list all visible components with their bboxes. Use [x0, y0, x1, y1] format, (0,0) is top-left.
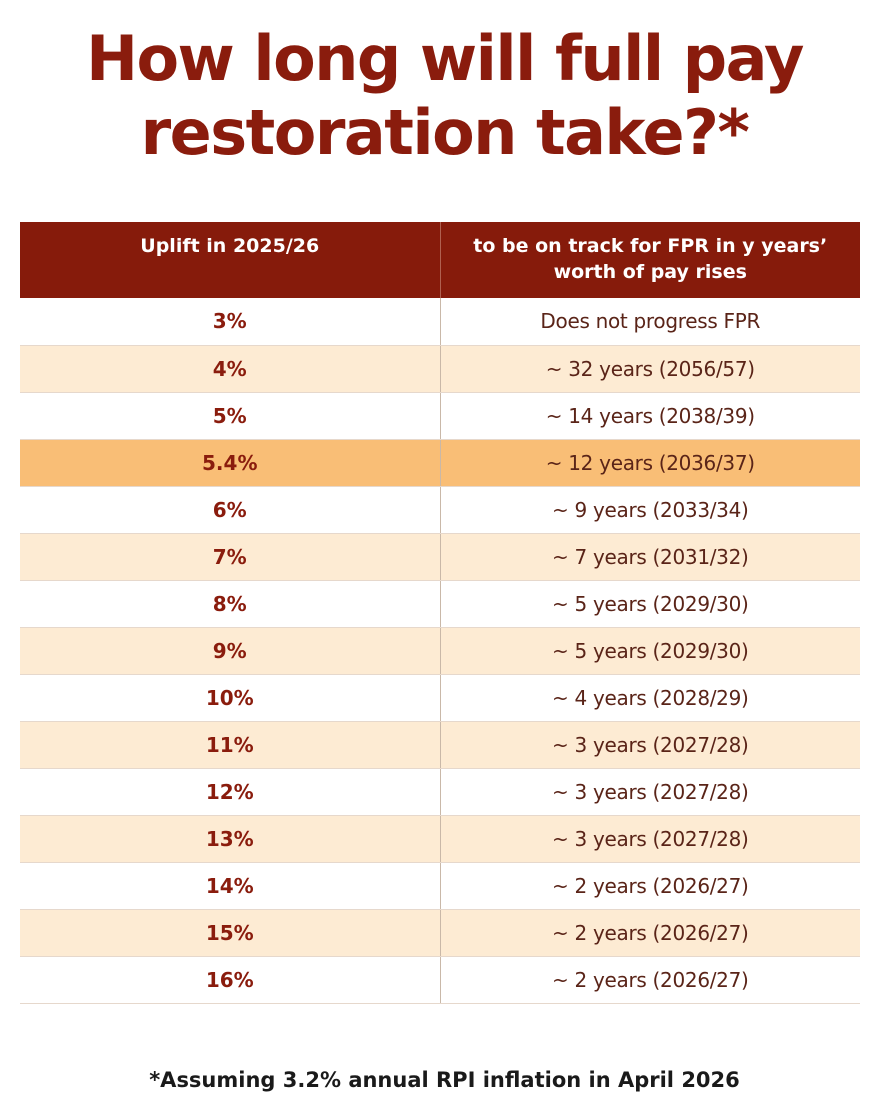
header-uplift: Uplift in 2025/26: [20, 222, 441, 298]
fpr-table: Uplift in 2025/26 to be on track for FPR…: [20, 222, 860, 1004]
uplift-cell: 5%: [20, 392, 441, 440]
years-cell: ~ 9 years (2033/34): [440, 486, 860, 534]
table-header: Uplift in 2025/26 to be on track for FPR…: [20, 222, 860, 298]
years-cell: ~ 2 years (2026/27): [440, 909, 860, 957]
uplift-cell: 7%: [20, 533, 441, 581]
uplift-cell: 14%: [20, 862, 441, 910]
uplift-cell: 12%: [20, 768, 441, 816]
table-row: 16% ~ 2 years (2026/27): [20, 956, 860, 1004]
years-cell: ~ 2 years (2026/27): [440, 862, 860, 910]
table-row: 9% ~ 5 years (2029/30): [20, 627, 860, 675]
uplift-cell: 10%: [20, 674, 441, 722]
uplift-cell: 11%: [20, 721, 441, 769]
years-cell: ~ 5 years (2029/30): [440, 580, 860, 628]
uplift-cell: 13%: [20, 815, 441, 863]
header-row: Uplift in 2025/26 to be on track for FPR…: [20, 222, 860, 298]
years-cell: ~ 5 years (2029/30): [440, 627, 860, 675]
uplift-cell: 15%: [20, 909, 441, 957]
uplift-cell: 6%: [20, 486, 441, 534]
header-years: to be on track for FPR in y years’ worth…: [440, 222, 860, 298]
table-row: 5% ~ 14 years (2038/39): [20, 392, 860, 440]
years-cell: ~ 14 years (2038/39): [440, 392, 860, 440]
table-row: 10% ~ 4 years (2028/29): [20, 674, 860, 722]
years-cell: ~ 4 years (2028/29): [440, 674, 860, 722]
years-cell: ~ 3 years (2027/28): [440, 768, 860, 816]
years-cell: ~ 2 years (2026/27): [440, 956, 860, 1004]
years-cell: Does not progress FPR: [440, 298, 860, 346]
uplift-cell: 8%: [20, 580, 441, 628]
header-years-line-1: to be on track for FPR in y years’: [473, 235, 828, 257]
table-row: 6% ~ 9 years (2033/34): [20, 486, 860, 534]
uplift-cell: 3%: [20, 298, 441, 346]
table-row: 11% ~ 3 years (2027/28): [20, 721, 860, 769]
title-line-2: restoration take?*: [140, 96, 750, 169]
table-row: 3% Does not progress FPR: [20, 298, 860, 346]
years-cell: ~ 3 years (2027/28): [440, 721, 860, 769]
years-cell: ~ 32 years (2056/57): [440, 345, 860, 393]
uplift-cell: 4%: [20, 345, 441, 393]
table-row: 15% ~ 2 years (2026/27): [20, 909, 860, 957]
years-cell: ~ 7 years (2031/32): [440, 533, 860, 581]
page-title: How long will full pay restoration take?…: [0, 22, 889, 170]
years-cell: ~ 12 years (2036/37): [440, 439, 860, 487]
header-years-line-2: worth of pay rises: [553, 261, 747, 283]
table-row: 4% ~ 32 years (2056/57): [20, 345, 860, 393]
table-row-highlighted: 5.4% ~ 12 years (2036/37): [20, 439, 860, 487]
table-body: 3% Does not progress FPR 4% ~ 32 years (20…: [20, 298, 860, 1004]
years-cell: ~ 3 years (2027/28): [440, 815, 860, 863]
uplift-cell: 16%: [20, 956, 441, 1004]
title-line-1: How long will full pay: [86, 22, 804, 95]
uplift-cell: 9%: [20, 627, 441, 675]
table-row: 8% ~ 5 years (2029/30): [20, 580, 860, 628]
table-row: 13% ~ 3 years (2027/28): [20, 815, 860, 863]
footnote: *Assuming 3.2% annual RPI inflation in A…: [149, 1068, 740, 1092]
table-row: 14% ~ 2 years (2026/27): [20, 862, 860, 910]
table-row: 7% ~ 7 years (2031/32): [20, 533, 860, 581]
table-row: 12% ~ 3 years (2027/28): [20, 768, 860, 816]
uplift-cell: 5.4%: [20, 439, 441, 487]
